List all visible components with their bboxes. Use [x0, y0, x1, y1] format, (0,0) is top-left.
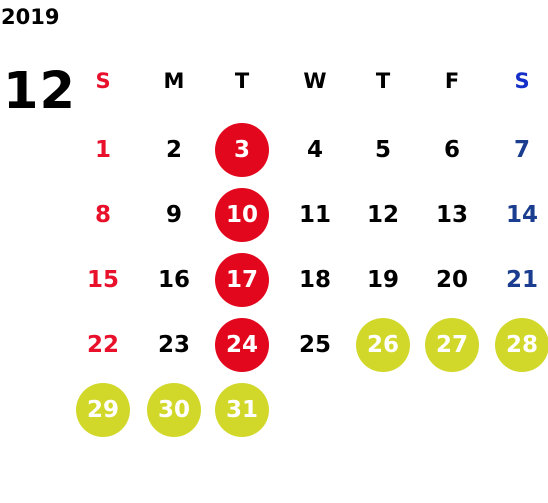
day-cell: 9	[147, 188, 201, 242]
day-cell-holiday: 29	[76, 383, 130, 437]
day-cell: 12	[356, 188, 410, 242]
weekday-header-mon: M	[147, 54, 201, 108]
day-cell: 22	[76, 318, 130, 372]
day-cell-highlighted: 10	[215, 188, 269, 242]
day-cell: 20	[425, 253, 479, 307]
day-cell: 4	[288, 123, 342, 177]
day-cell: 25	[288, 318, 342, 372]
weekday-header-sun: S	[76, 54, 130, 108]
year-label: 2019	[1, 5, 59, 29]
day-cell: 19	[356, 253, 410, 307]
day-cell: 5	[356, 123, 410, 177]
day-cell: 14	[495, 188, 548, 242]
day-cell-highlighted: 17	[215, 253, 269, 307]
day-cell: 18	[288, 253, 342, 307]
day-cell-holiday: 26	[356, 318, 410, 372]
day-cell-highlighted: 24	[215, 318, 269, 372]
month-number: 12	[3, 62, 76, 122]
weekday-header-sat: S	[495, 54, 548, 108]
weekday-header-tue: T	[215, 54, 269, 108]
day-cell-holiday: 30	[147, 383, 201, 437]
day-cell: 8	[76, 188, 130, 242]
weekday-header-fri: F	[425, 54, 479, 108]
day-cell-holiday: 28	[495, 318, 548, 372]
day-cell: 7	[495, 123, 548, 177]
day-cell: 13	[425, 188, 479, 242]
day-cell: 2	[147, 123, 201, 177]
day-cell-holiday: 31	[215, 383, 269, 437]
day-cell: 6	[425, 123, 479, 177]
day-cell: 11	[288, 188, 342, 242]
weekday-header-wed: W	[288, 54, 342, 108]
day-cell: 23	[147, 318, 201, 372]
day-cell: 15	[76, 253, 130, 307]
day-cell: 16	[147, 253, 201, 307]
weekday-header-thu: T	[356, 54, 410, 108]
day-cell: 1	[76, 123, 130, 177]
day-cell-holiday: 27	[425, 318, 479, 372]
day-cell-highlighted: 3	[215, 123, 269, 177]
day-cell: 21	[495, 253, 548, 307]
